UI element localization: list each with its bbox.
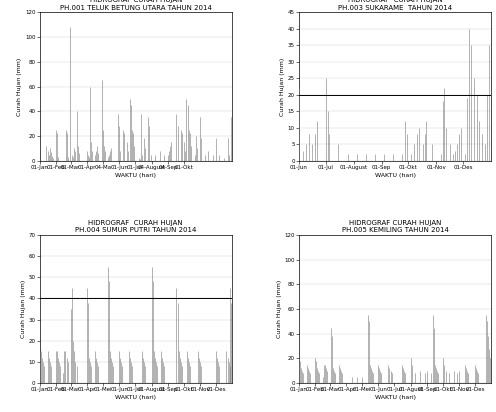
X-axis label: WAKTU (hari): WAKTU (hari) — [374, 173, 416, 178]
Title: HIDROGRAF CURAH HUJAN
PH.005 KEMILING TAHUN 2014: HIDROGRAF CURAH HUJAN PH.005 KEMILING TA… — [342, 220, 448, 233]
Title: HIDROGRAF CURAH HUJAN
PH.001 TELUK BETUNG UTARA TAHUN 2014: HIDROGRAF CURAH HUJAN PH.001 TELUK BETUN… — [60, 0, 212, 11]
X-axis label: WAKTU (hari): WAKTU (hari) — [374, 395, 416, 400]
X-axis label: WAKTU (hari): WAKTU (hari) — [115, 395, 156, 400]
Title: HIDROGRAF  CURAH HUJAN
PH.004 SUMUR PUTRI TAHUN 2014: HIDROGRAF CURAH HUJAN PH.004 SUMUR PUTRI… — [75, 220, 196, 233]
Y-axis label: Curah Hujan (mm): Curah Hujan (mm) — [21, 280, 26, 338]
Y-axis label: Curah Hujan (mm): Curah Hujan (mm) — [17, 57, 22, 116]
X-axis label: WAKTU (hari): WAKTU (hari) — [115, 173, 156, 178]
Y-axis label: Curah Hujan (mm): Curah Hujan (mm) — [280, 57, 285, 116]
Title: HIDROGRAF  CURAH HUJAN
PH.003 SUKARAME  TAHUN 2014: HIDROGRAF CURAH HUJAN PH.003 SUKARAME TA… — [338, 0, 452, 11]
Y-axis label: Curah Hujan (mm): Curah Hujan (mm) — [277, 280, 282, 338]
